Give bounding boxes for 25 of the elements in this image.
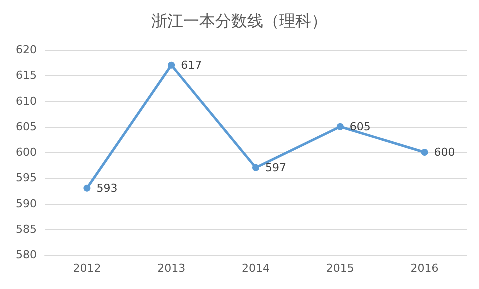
data-label: 600: [434, 146, 456, 159]
point: [421, 149, 428, 156]
y-tick-label: 610: [16, 94, 37, 108]
x-tick-label: 2015: [326, 262, 354, 275]
point: [252, 164, 260, 172]
data-label: 617: [181, 58, 202, 72]
point: [336, 123, 344, 130]
y-tick-label: 580: [16, 248, 37, 262]
x-tick-label: 2013: [158, 262, 186, 275]
y-tick-label: 620: [16, 44, 37, 56]
y-tick-label: 590: [16, 197, 37, 210]
data-label: 593: [96, 182, 118, 195]
x-tick-label: 2014: [242, 262, 270, 275]
y-tick-label: 595: [16, 172, 37, 185]
chart-title: 浙江一本分数线（理科）: [152, 12, 328, 30]
x-tick-label: 2012: [73, 262, 102, 275]
y-tick-label: 585: [16, 222, 37, 236]
point: [84, 184, 91, 192]
data-label: 597: [266, 161, 286, 174]
y-tick-label: 600: [16, 146, 37, 159]
point: [168, 62, 176, 69]
data-label: 605: [350, 120, 371, 134]
y-tick-label: 605: [16, 120, 37, 134]
x-tick-label: 2016: [410, 262, 439, 275]
y-tick-label: 615: [16, 69, 37, 82]
